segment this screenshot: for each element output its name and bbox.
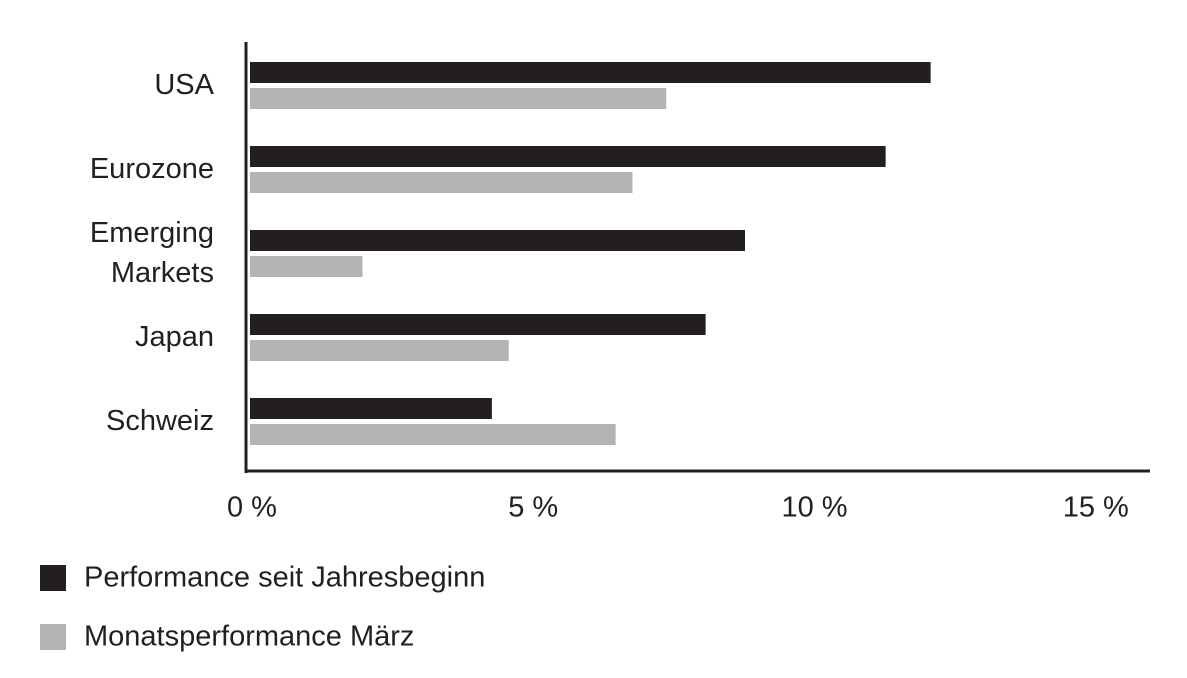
category-label: USA [154, 69, 214, 101]
legend-label: Monatsperformance März [84, 621, 414, 653]
bar [250, 314, 706, 335]
category-label: Emerging Markets [89, 217, 214, 289]
x-tick-label: 0 % [227, 492, 277, 524]
x-tick-label: 10 % [781, 492, 847, 524]
legend-swatch [40, 565, 66, 591]
bar [250, 88, 667, 109]
bar [250, 398, 492, 419]
legend-swatch [40, 624, 66, 650]
bar [250, 424, 616, 445]
legend-label: Performance seit Jahresbeginn [84, 562, 485, 594]
category-label: Schweiz [106, 405, 214, 437]
x-tick-label: 5 % [508, 492, 558, 524]
category-label: Eurozone [89, 153, 214, 185]
bar [250, 62, 931, 83]
bar [250, 146, 886, 167]
bar [250, 256, 363, 277]
bar [250, 340, 509, 361]
bar [250, 230, 745, 251]
category-label: Japan [134, 321, 214, 353]
bar [250, 172, 633, 193]
x-tick-label: 15 % [1063, 492, 1129, 524]
